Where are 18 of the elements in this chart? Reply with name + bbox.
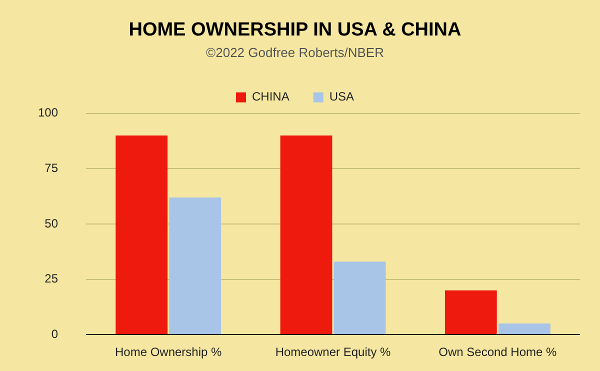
y-tick-label: 100 [38, 106, 58, 120]
bar [444, 290, 497, 334]
legend-label: USA [329, 90, 354, 104]
legend-label: CHINA [252, 90, 290, 104]
x-tick-label: Own Second Home % [438, 345, 558, 360]
y-tick-label: 25 [44, 272, 58, 286]
x-tick-label: Homeowner Equity % [275, 345, 392, 360]
chart-subtitle: ©2022 Godfree Roberts/NBER [206, 45, 384, 60]
chart-title: HOME OWNERSHIP IN USA & CHINA [128, 20, 462, 41]
bar [334, 262, 386, 334]
y-tick-label: 75 [44, 161, 58, 176]
bar [116, 136, 168, 334]
bar [498, 324, 550, 334]
y-tick-label: 0 [51, 326, 58, 341]
bar [280, 136, 332, 334]
y-tick-label: 50 [44, 216, 58, 230]
x-tick-label: Home Ownership % [114, 345, 222, 360]
bar [169, 197, 222, 334]
